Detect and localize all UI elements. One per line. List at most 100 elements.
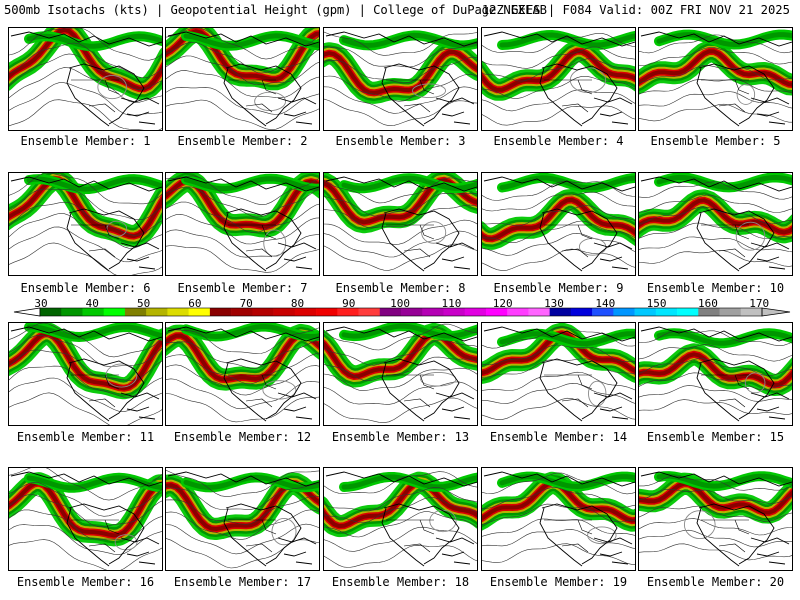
height-contour xyxy=(639,103,792,123)
gray-contour xyxy=(421,221,447,244)
colorbar-swatch xyxy=(655,308,678,316)
height-contour xyxy=(9,28,162,61)
height-contour xyxy=(9,67,162,103)
political-border xyxy=(386,519,435,553)
height-contour xyxy=(166,364,319,396)
height-contour xyxy=(482,220,635,244)
northern-jet-branch xyxy=(656,174,792,190)
height-contour xyxy=(639,206,792,225)
height-contour xyxy=(324,511,477,538)
ensemble-member-map-8 xyxy=(323,172,478,276)
height-contour xyxy=(639,385,792,402)
ensemble-member-map-20 xyxy=(638,467,793,571)
height-contour xyxy=(324,86,477,114)
ensemble-member-map-6 xyxy=(8,172,163,276)
height-contour xyxy=(166,229,319,258)
coastline xyxy=(10,176,162,272)
colorbar-tick-label: 160 xyxy=(697,297,718,310)
colorbar-swatch xyxy=(528,308,550,316)
colorbar-swatch xyxy=(146,308,168,316)
political-border xyxy=(544,79,593,113)
coastline xyxy=(483,326,635,422)
height-contour xyxy=(166,393,319,423)
ensemble-member-map-17 xyxy=(165,467,320,571)
gray-contour xyxy=(429,509,457,533)
height-contour xyxy=(166,353,319,385)
height-contour xyxy=(324,73,477,102)
jet-band-isotach xyxy=(324,50,477,95)
northern-jet-branch xyxy=(341,474,477,490)
coastline xyxy=(167,326,319,422)
coastline xyxy=(325,471,477,567)
coastline xyxy=(10,31,162,127)
height-contour xyxy=(639,194,792,213)
jet-band-isotach xyxy=(9,28,162,91)
colorbar-swatch xyxy=(358,308,381,316)
political-border xyxy=(701,519,750,553)
gray-contour xyxy=(744,372,766,394)
political-border xyxy=(544,519,593,553)
colorbar-swatch xyxy=(592,308,614,316)
colorbar-swatch xyxy=(252,308,274,316)
coastline xyxy=(325,326,477,422)
height-contour xyxy=(166,41,319,74)
gray-contour xyxy=(587,526,617,545)
ensemble-member-map-10 xyxy=(638,172,793,276)
colorbar-swatch xyxy=(443,308,466,316)
political-border xyxy=(544,374,593,408)
gray-contour xyxy=(97,75,127,100)
coastline xyxy=(167,176,319,272)
jet-band-isotach xyxy=(9,481,162,538)
colorbar-swatch xyxy=(677,308,699,316)
height-contour xyxy=(482,371,635,391)
height-contour xyxy=(9,242,162,275)
height-contour xyxy=(324,43,477,68)
colorbar-swatch xyxy=(464,308,487,316)
colorbar-swatch xyxy=(124,308,147,316)
colorbar-swatch xyxy=(294,308,317,316)
height-contour xyxy=(9,42,162,79)
coastline xyxy=(483,31,635,127)
height-contour xyxy=(9,481,162,517)
northern-jet-branch xyxy=(341,32,477,48)
height-contour xyxy=(324,56,477,84)
height-contour xyxy=(482,358,635,378)
height-contour xyxy=(166,70,319,99)
height-contour xyxy=(482,529,635,549)
jet-band-isotach xyxy=(639,481,792,515)
coastline xyxy=(167,471,319,567)
height-contour xyxy=(639,358,792,377)
height-contour xyxy=(639,543,792,561)
political-border xyxy=(71,374,120,408)
height-contour xyxy=(324,356,477,382)
political-border xyxy=(386,224,435,258)
height-contour xyxy=(9,365,162,398)
political-border xyxy=(544,224,593,258)
height-contour xyxy=(166,201,319,233)
colorbar-tick-label: 50 xyxy=(136,297,151,310)
ensemble-member-label: Ensemble Member: 10 xyxy=(646,281,785,295)
height-contour xyxy=(324,545,477,568)
coastline xyxy=(483,176,635,272)
ensemble-member-map-12 xyxy=(165,322,320,426)
ensemble-member-label: Ensemble Member: 4 xyxy=(493,134,624,148)
colorbar-swatch xyxy=(422,308,444,316)
coastline xyxy=(640,31,792,127)
colorbar-swatch xyxy=(273,308,296,316)
height-contour xyxy=(166,509,319,540)
political-border xyxy=(386,374,435,408)
colorbar-tick-label: 170 xyxy=(749,297,770,310)
height-contour xyxy=(482,518,635,537)
height-contour xyxy=(639,47,792,66)
height-contour xyxy=(166,327,319,355)
colorbar-swatch xyxy=(613,308,635,316)
colorbar-swatch xyxy=(401,308,423,316)
height-contour xyxy=(639,34,792,54)
colorbar-swatch xyxy=(209,308,232,316)
political-border xyxy=(228,374,277,408)
height-contour xyxy=(482,180,635,201)
gray-contour xyxy=(420,371,457,387)
height-contour xyxy=(482,76,635,99)
ensemble-member-map-1 xyxy=(8,27,163,131)
height-contour xyxy=(482,191,635,212)
